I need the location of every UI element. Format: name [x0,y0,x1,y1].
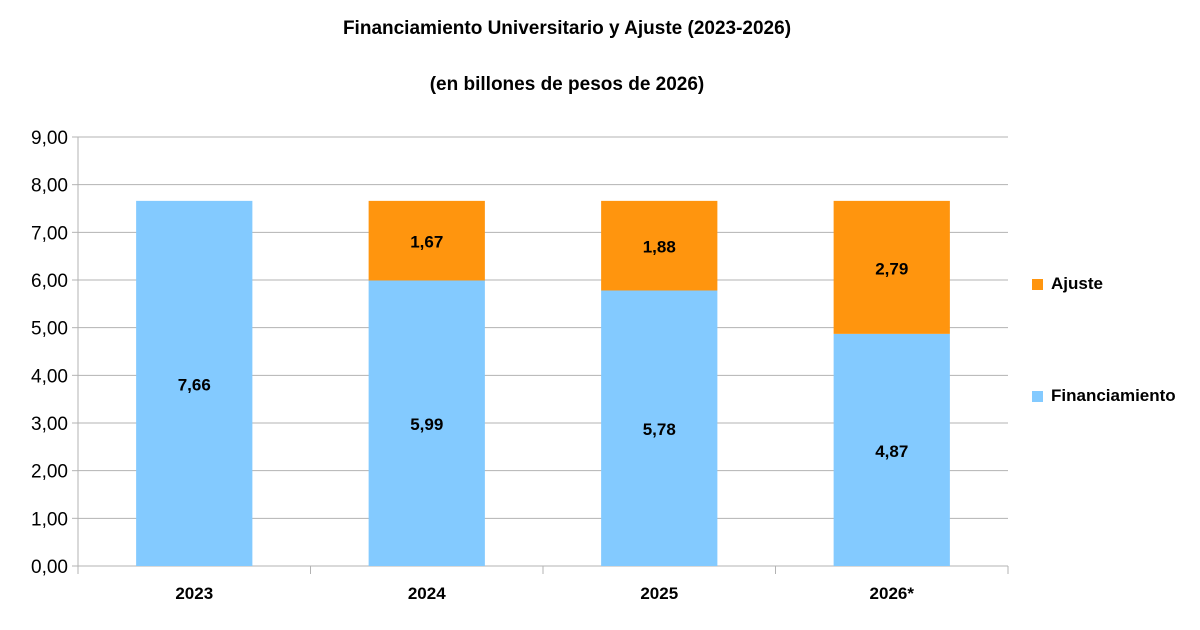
legend-item-ajuste: Ajuste [1032,274,1103,294]
bar-financiamiento [601,290,718,566]
y-tick-label: 6,00 [31,271,68,292]
data-label: 2,79 [875,259,908,278]
legend-swatch-financiamiento [1032,390,1043,402]
y-tick-label: 7,00 [31,223,68,244]
bar-financiamiento [368,280,485,566]
x-tick-label: 2026* [870,584,915,603]
y-tick-label: 4,00 [31,366,68,387]
legend-label-financiamiento: Financiamiento [1051,386,1176,405]
bar-ajuste [833,200,950,334]
legend-label-ajuste: Ajuste [1051,274,1103,293]
data-label: 7,66 [178,375,211,394]
y-tick-label: 0,00 [31,557,68,578]
y-tick-label: 1,00 [31,509,68,530]
y-tick-label: 3,00 [31,414,68,435]
bar-ajuste [601,200,718,291]
x-tick-label: 2025 [640,584,678,603]
bar-ajuste [368,200,485,281]
chart-subtitle: (en billones de pesos de 2026) [429,74,705,95]
bar-financiamiento [833,333,950,566]
y-tick-label: 2,00 [31,462,68,483]
y-tick-label: 8,00 [31,176,68,197]
y-tick-label: 9,00 [31,128,68,149]
x-tick-label: 2023 [175,584,213,603]
chart-title: Financiamiento Universitario y Ajuste (2… [342,18,792,39]
y-tick-label: 5,00 [31,319,68,340]
data-label: 5,78 [643,420,676,439]
data-label: 5,99 [410,415,443,434]
legend-swatch-ajuste [1032,278,1043,290]
data-label: 4,87 [875,442,908,461]
bar-financiamiento [136,200,253,566]
x-tick-label: 2024 [408,584,446,603]
data-label: 1,67 [410,233,443,252]
legend-item-financiamiento: Financiamiento [1032,386,1176,406]
data-label: 1,88 [643,238,676,257]
